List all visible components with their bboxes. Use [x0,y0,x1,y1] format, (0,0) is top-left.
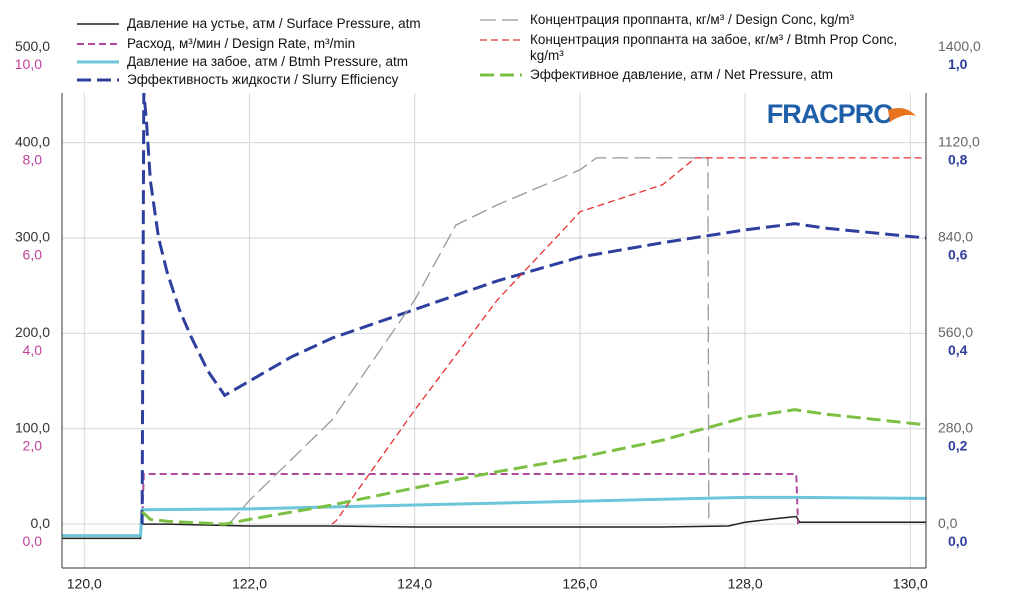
y-rate-tick-label: 10,0 [15,56,42,72]
legend-label: Концентрация проппанта на забое, кг/м³ /… [530,32,898,63]
y2-tick-label: 280,0 [938,419,973,435]
series-line [331,157,926,525]
y2-tick-label: 840,0 [938,229,973,245]
x-tick-label: 120,0 [67,576,102,592]
legend-entry: Давление на забое, атм / Btmh Pressure, … [75,54,408,70]
legend-label: Расход, м³/мин / Design Rate, m³/min [127,36,356,51]
y-rate-tick-label: 2,0 [23,437,43,453]
logo-swoosh [888,108,916,122]
x-tick-label: 130,0 [893,576,928,592]
legend-label: Давление на устье, атм / Surface Pressur… [127,16,421,31]
y2-tick-label: 1400,0 [938,38,981,54]
x-tick-label: 124,0 [397,576,432,592]
logo: FRACPRO [767,99,894,129]
y-tick-label: 200,0 [15,324,50,340]
y-rate-tick-label: 6,0 [23,247,43,263]
y2-tick-label: 0,0 [938,515,958,531]
legend-label: Концентрация проппанта, кг/м³ / Design C… [530,12,855,27]
legend-label: Эффективность жидкости / Slurry Efficien… [127,72,399,87]
x-tick-label: 122,0 [232,576,267,592]
y-tick-label: 500,0 [15,38,50,54]
legend-entry: Давление на устье, атм / Surface Pressur… [75,16,421,32]
y3-tick-label: 0,4 [948,342,968,358]
y-tick-label: 100,0 [15,419,50,435]
y-rate-tick-label: 8,0 [23,151,43,167]
legend-swatch [480,19,522,21]
legend-swatch [77,23,119,25]
y-rate-tick-label: 4,0 [23,342,43,358]
y2-tick-label: 560,0 [938,324,973,340]
y-tick-label: 400,0 [15,133,50,149]
x-tick-label: 128,0 [728,576,763,592]
legend-entry: Концентрация проппанта, кг/м³ / Design C… [478,12,854,28]
legend-swatch [480,73,522,77]
legend-swatch [77,78,119,82]
legend-entry: Эффективное давление, атм / Net Pressure… [478,67,833,83]
y-tick-label: 0,0 [31,515,51,531]
y-rate-tick-label: 0,0 [23,533,43,549]
legend-entry: Концентрация проппанта на забое, кг/м³ /… [478,32,900,64]
y-tick-label: 300,0 [15,229,50,245]
legend-swatch [77,43,119,45]
series-line [62,515,926,540]
x-tick-label: 126,0 [562,576,597,592]
series-line [140,93,926,525]
y3-tick-label: 0,2 [948,437,968,453]
series-line [141,408,926,526]
legend-swatch [480,39,522,41]
y3-tick-label: 0,6 [948,247,968,263]
y3-tick-label: 0,0 [948,533,968,549]
series-line [62,495,926,538]
y3-tick-label: 0,8 [948,151,968,167]
y3-tick-label: 1,0 [948,56,968,72]
legend-label: Эффективное давление, атм / Net Pressure… [530,67,833,82]
legend-label: Давление на забое, атм / Btmh Pressure, … [127,54,409,69]
legend-entry: Расход, м³/мин / Design Rate, m³/min [75,36,355,52]
series-line [228,157,710,525]
legend-swatch [77,60,119,64]
legend-entry: Эффективность жидкости / Slurry Efficien… [75,72,398,88]
y2-tick-label: 1120,0 [938,133,980,149]
